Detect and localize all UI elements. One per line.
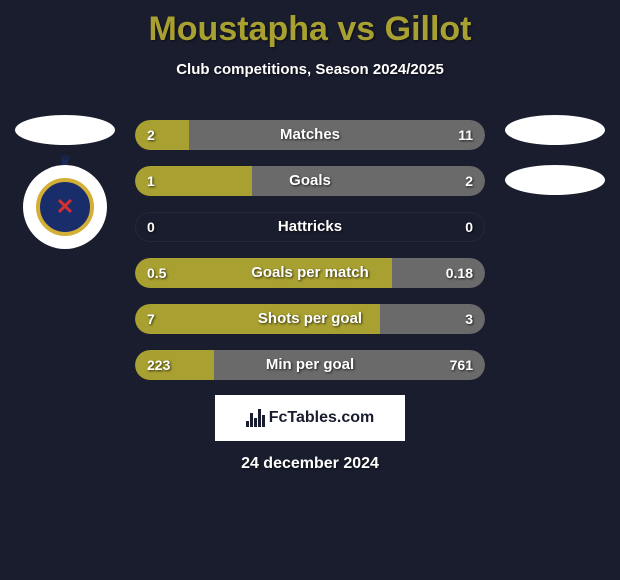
crown-icon: ♛ — [53, 155, 77, 167]
stat-row: Hattricks0 0 — [135, 212, 485, 242]
stat-label: Goals per match — [135, 258, 485, 288]
stat-value-right: 3 — [465, 304, 473, 334]
page-subtitle: Club competitions, Season 2024/2025 — [0, 61, 620, 78]
player-right-column — [500, 115, 610, 215]
stat-value-left: 0 — [147, 212, 155, 242]
player-left-placeholder — [15, 115, 115, 145]
stat-value-left: 2 — [147, 120, 155, 150]
club-badge-inner: ✕ — [36, 178, 94, 236]
stat-row: Shots per goal7 3 — [135, 304, 485, 334]
stat-row: Matches2 11 — [135, 120, 485, 150]
date-text: 24 december 2024 — [0, 455, 620, 473]
stat-label: Min per goal — [135, 350, 485, 380]
brand-bars-icon — [246, 409, 265, 427]
stat-label: Goals — [135, 166, 485, 196]
stat-label: Shots per goal — [135, 304, 485, 334]
club-badge-x-icon: ✕ — [56, 194, 74, 220]
stat-value-right: 0 — [465, 212, 473, 242]
stat-value-left: 7 — [147, 304, 155, 334]
stat-value-left: 1 — [147, 166, 155, 196]
stat-value-right: 761 — [450, 350, 473, 380]
club-badge-left: ♛ ✕ — [23, 165, 107, 249]
stat-row: Goals per match0.5 0.18 — [135, 258, 485, 288]
page-title: Moustapha vs Gillot — [0, 0, 620, 49]
stats-bars: Matches211Goals12Hattricks00Goals per ma… — [135, 120, 485, 396]
stat-label: Hattricks — [135, 212, 485, 242]
stat-value-left: 0.5 — [147, 258, 166, 288]
stat-row: Goals1 2 — [135, 166, 485, 196]
brand-watermark: FcTables.com — [215, 395, 405, 441]
stat-label: Matches — [135, 120, 485, 150]
stat-value-right: 0.18 — [446, 258, 473, 288]
player-left-column: ♛ ✕ — [10, 115, 120, 249]
stat-value-left: 223 — [147, 350, 170, 380]
player-right-placeholder-2 — [505, 165, 605, 195]
stat-row: Min per goal223 761 — [135, 350, 485, 380]
brand-text: FcTables.com — [269, 409, 375, 427]
stat-value-right: 2 — [465, 166, 473, 196]
player-right-placeholder-1 — [505, 115, 605, 145]
stat-value-right: 11 — [458, 120, 473, 150]
